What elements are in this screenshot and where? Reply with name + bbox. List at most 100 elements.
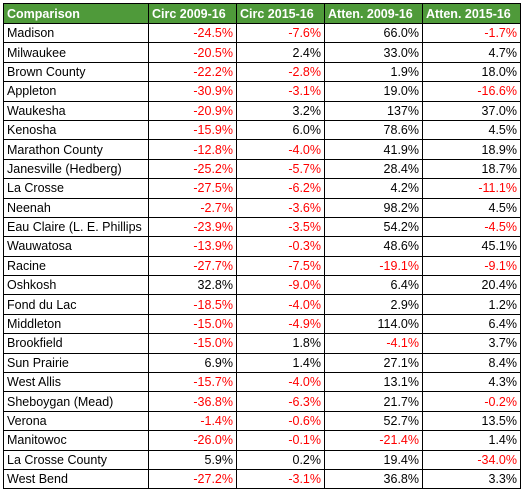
- circ-2009-16-cell[interactable]: -20.5%: [148, 42, 237, 63]
- circ-2009-16-cell[interactable]: 5.9%: [148, 449, 237, 470]
- circ-2009-16-cell[interactable]: -27.7%: [148, 255, 237, 277]
- atten-2009-16-cell[interactable]: 4.2%: [324, 178, 423, 199]
- circ-2009-16-cell[interactable]: -15.0%: [148, 313, 237, 335]
- library-name-cell[interactable]: Fond du Lac: [3, 294, 149, 315]
- circ-2009-16-cell[interactable]: -30.9%: [148, 81, 237, 102]
- atten-2009-16-cell[interactable]: -21.4%: [324, 430, 423, 451]
- atten-2009-16-cell[interactable]: 2.9%: [324, 294, 423, 315]
- atten-2015-16-cell[interactable]: -1.7%: [422, 22, 521, 44]
- library-name-cell[interactable]: Janesville (Hedberg): [3, 158, 149, 180]
- circ-2015-16-cell[interactable]: -6.2%: [236, 178, 325, 199]
- atten-2015-16-cell[interactable]: 3.3%: [422, 468, 521, 490]
- atten-2015-16-cell[interactable]: 18.0%: [422, 61, 521, 83]
- circ-2009-16-cell[interactable]: -27.2%: [148, 468, 237, 490]
- circ-2009-16-cell[interactable]: -18.5%: [148, 294, 237, 315]
- atten-2015-16-cell[interactable]: 18.7%: [422, 158, 521, 180]
- circ-2009-16-cell[interactable]: -15.9%: [148, 119, 237, 141]
- circ-2015-16-cell[interactable]: 0.2%: [236, 449, 325, 470]
- atten-2015-16-cell[interactable]: 20.4%: [422, 275, 521, 296]
- atten-2015-16-cell[interactable]: -11.1%: [422, 178, 521, 199]
- library-name-cell[interactable]: Verona: [3, 410, 149, 432]
- circ-2015-16-cell[interactable]: -0.3%: [236, 236, 325, 257]
- circ-2015-16-cell[interactable]: -9.0%: [236, 275, 325, 296]
- library-name-cell[interactable]: Appleton: [3, 81, 149, 102]
- circ-2009-16-cell[interactable]: -27.5%: [148, 178, 237, 199]
- atten-2009-16-cell[interactable]: 41.9%: [324, 139, 423, 160]
- circ-2015-16-cell[interactable]: 6.0%: [236, 119, 325, 141]
- header-atten-2015-16[interactable]: Atten. 2015-16: [422, 3, 521, 24]
- circ-2015-16-cell[interactable]: -4.9%: [236, 313, 325, 335]
- atten-2009-16-cell[interactable]: 66.0%: [324, 22, 423, 44]
- header-circ-2009-16[interactable]: Circ 2009-16: [148, 3, 237, 24]
- atten-2009-16-cell[interactable]: 33.0%: [324, 42, 423, 63]
- atten-2015-16-cell[interactable]: 4.7%: [422, 42, 521, 63]
- header-comparison[interactable]: Comparison: [3, 3, 149, 24]
- atten-2015-16-cell[interactable]: 6.4%: [422, 313, 521, 335]
- atten-2015-16-cell[interactable]: 4.5%: [422, 119, 521, 141]
- atten-2009-16-cell[interactable]: 19.4%: [324, 449, 423, 470]
- circ-2009-16-cell[interactable]: -26.0%: [148, 430, 237, 451]
- library-name-cell[interactable]: Manitowoc: [3, 430, 149, 451]
- circ-2015-16-cell[interactable]: 1.4%: [236, 352, 325, 374]
- circ-2015-16-cell[interactable]: -5.7%: [236, 158, 325, 180]
- circ-2015-16-cell[interactable]: -0.6%: [236, 410, 325, 432]
- atten-2009-16-cell[interactable]: 27.1%: [324, 352, 423, 374]
- atten-2009-16-cell[interactable]: 48.6%: [324, 236, 423, 257]
- atten-2009-16-cell[interactable]: 1.9%: [324, 61, 423, 83]
- circ-2015-16-cell[interactable]: -6.3%: [236, 391, 325, 412]
- header-circ-2015-16[interactable]: Circ 2015-16: [236, 3, 325, 24]
- circ-2015-16-cell[interactable]: -2.8%: [236, 61, 325, 83]
- circ-2015-16-cell[interactable]: -4.0%: [236, 372, 325, 393]
- atten-2015-16-cell[interactable]: -34.0%: [422, 449, 521, 470]
- library-name-cell[interactable]: Oshkosh: [3, 275, 149, 296]
- atten-2009-16-cell[interactable]: 21.7%: [324, 391, 423, 412]
- circ-2009-16-cell[interactable]: -25.2%: [148, 158, 237, 180]
- circ-2015-16-cell[interactable]: 3.2%: [236, 100, 325, 121]
- circ-2009-16-cell[interactable]: -12.8%: [148, 139, 237, 160]
- library-name-cell[interactable]: West Allis: [3, 372, 149, 393]
- circ-2015-16-cell[interactable]: -7.6%: [236, 22, 325, 44]
- circ-2009-16-cell[interactable]: -1.4%: [148, 410, 237, 432]
- library-name-cell[interactable]: La Crosse: [3, 178, 149, 199]
- atten-2015-16-cell[interactable]: -4.5%: [422, 216, 521, 238]
- circ-2009-16-cell[interactable]: -22.2%: [148, 61, 237, 83]
- circ-2015-16-cell[interactable]: -3.1%: [236, 81, 325, 102]
- circ-2015-16-cell[interactable]: -4.0%: [236, 139, 325, 160]
- library-name-cell[interactable]: Milwaukee: [3, 42, 149, 63]
- circ-2009-16-cell[interactable]: -20.9%: [148, 100, 237, 121]
- library-name-cell[interactable]: Waukesha: [3, 100, 149, 121]
- atten-2015-16-cell[interactable]: -9.1%: [422, 255, 521, 277]
- circ-2015-16-cell[interactable]: 2.4%: [236, 42, 325, 63]
- library-name-cell[interactable]: Kenosha: [3, 119, 149, 141]
- atten-2015-16-cell[interactable]: 1.4%: [422, 430, 521, 451]
- circ-2015-16-cell[interactable]: -3.6%: [236, 197, 325, 218]
- circ-2015-16-cell[interactable]: -0.1%: [236, 430, 325, 451]
- atten-2009-16-cell[interactable]: 98.2%: [324, 197, 423, 218]
- library-name-cell[interactable]: Sheboygan (Mead): [3, 391, 149, 412]
- library-name-cell[interactable]: Wauwatosa: [3, 236, 149, 257]
- library-name-cell[interactable]: Racine: [3, 255, 149, 277]
- atten-2009-16-cell[interactable]: 28.4%: [324, 158, 423, 180]
- library-name-cell[interactable]: Marathon County: [3, 139, 149, 160]
- library-name-cell[interactable]: Neenah: [3, 197, 149, 218]
- atten-2009-16-cell[interactable]: 52.7%: [324, 410, 423, 432]
- library-name-cell[interactable]: Brown County: [3, 61, 149, 83]
- atten-2015-16-cell[interactable]: -0.2%: [422, 391, 521, 412]
- circ-2009-16-cell[interactable]: 6.9%: [148, 352, 237, 374]
- circ-2009-16-cell[interactable]: 32.8%: [148, 275, 237, 296]
- atten-2015-16-cell[interactable]: 4.3%: [422, 372, 521, 393]
- circ-2009-16-cell[interactable]: -24.5%: [148, 22, 237, 44]
- atten-2009-16-cell[interactable]: 36.8%: [324, 468, 423, 490]
- library-name-cell[interactable]: La Crosse County: [3, 449, 149, 470]
- library-name-cell[interactable]: Middleton: [3, 313, 149, 335]
- circ-2009-16-cell[interactable]: -36.8%: [148, 391, 237, 412]
- atten-2015-16-cell[interactable]: 18.9%: [422, 139, 521, 160]
- atten-2009-16-cell[interactable]: 13.1%: [324, 372, 423, 393]
- atten-2015-16-cell[interactable]: 13.5%: [422, 410, 521, 432]
- atten-2009-16-cell[interactable]: 54.2%: [324, 216, 423, 238]
- atten-2015-16-cell[interactable]: 45.1%: [422, 236, 521, 257]
- atten-2009-16-cell[interactable]: 137%: [324, 100, 423, 121]
- atten-2009-16-cell[interactable]: 6.4%: [324, 275, 423, 296]
- circ-2009-16-cell[interactable]: -15.0%: [148, 333, 237, 354]
- atten-2015-16-cell[interactable]: 4.5%: [422, 197, 521, 218]
